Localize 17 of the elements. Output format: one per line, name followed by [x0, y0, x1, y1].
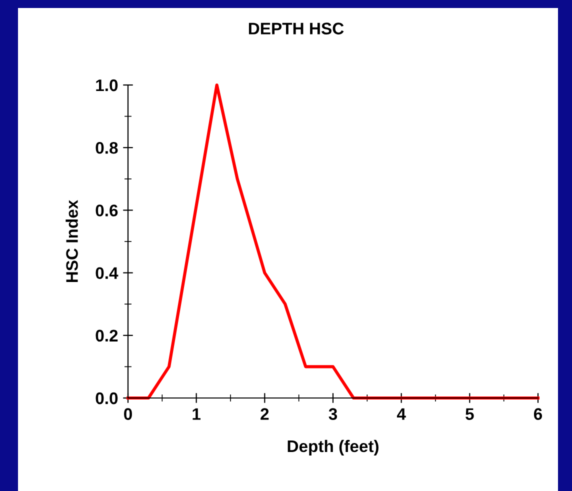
x-tick-label: 3: [328, 408, 338, 420]
line-series: [126, 83, 540, 400]
x-tick-label: 2: [260, 408, 269, 420]
x-tick-label: 4: [396, 408, 406, 420]
y-tick-label: 0.0: [96, 392, 118, 404]
y-tick-label: 0.6: [96, 204, 118, 216]
chart-title: DEPTH HSC: [248, 22, 344, 34]
x-tick-label: 1: [192, 408, 201, 420]
y-tick-label: 0.2: [96, 330, 118, 342]
y-tick-label: 1.0: [96, 79, 118, 92]
x-tick-label: 0: [124, 408, 132, 420]
x-tick-label: 6: [534, 408, 542, 420]
y-tick-label: 0.4: [96, 267, 118, 280]
x-axis-title: Depth (feet): [288, 440, 378, 456]
y-tick-label: 0.8: [96, 142, 118, 154]
y-axis-title: HSC Index: [66, 200, 78, 282]
x-tick-label: 5: [466, 408, 474, 420]
